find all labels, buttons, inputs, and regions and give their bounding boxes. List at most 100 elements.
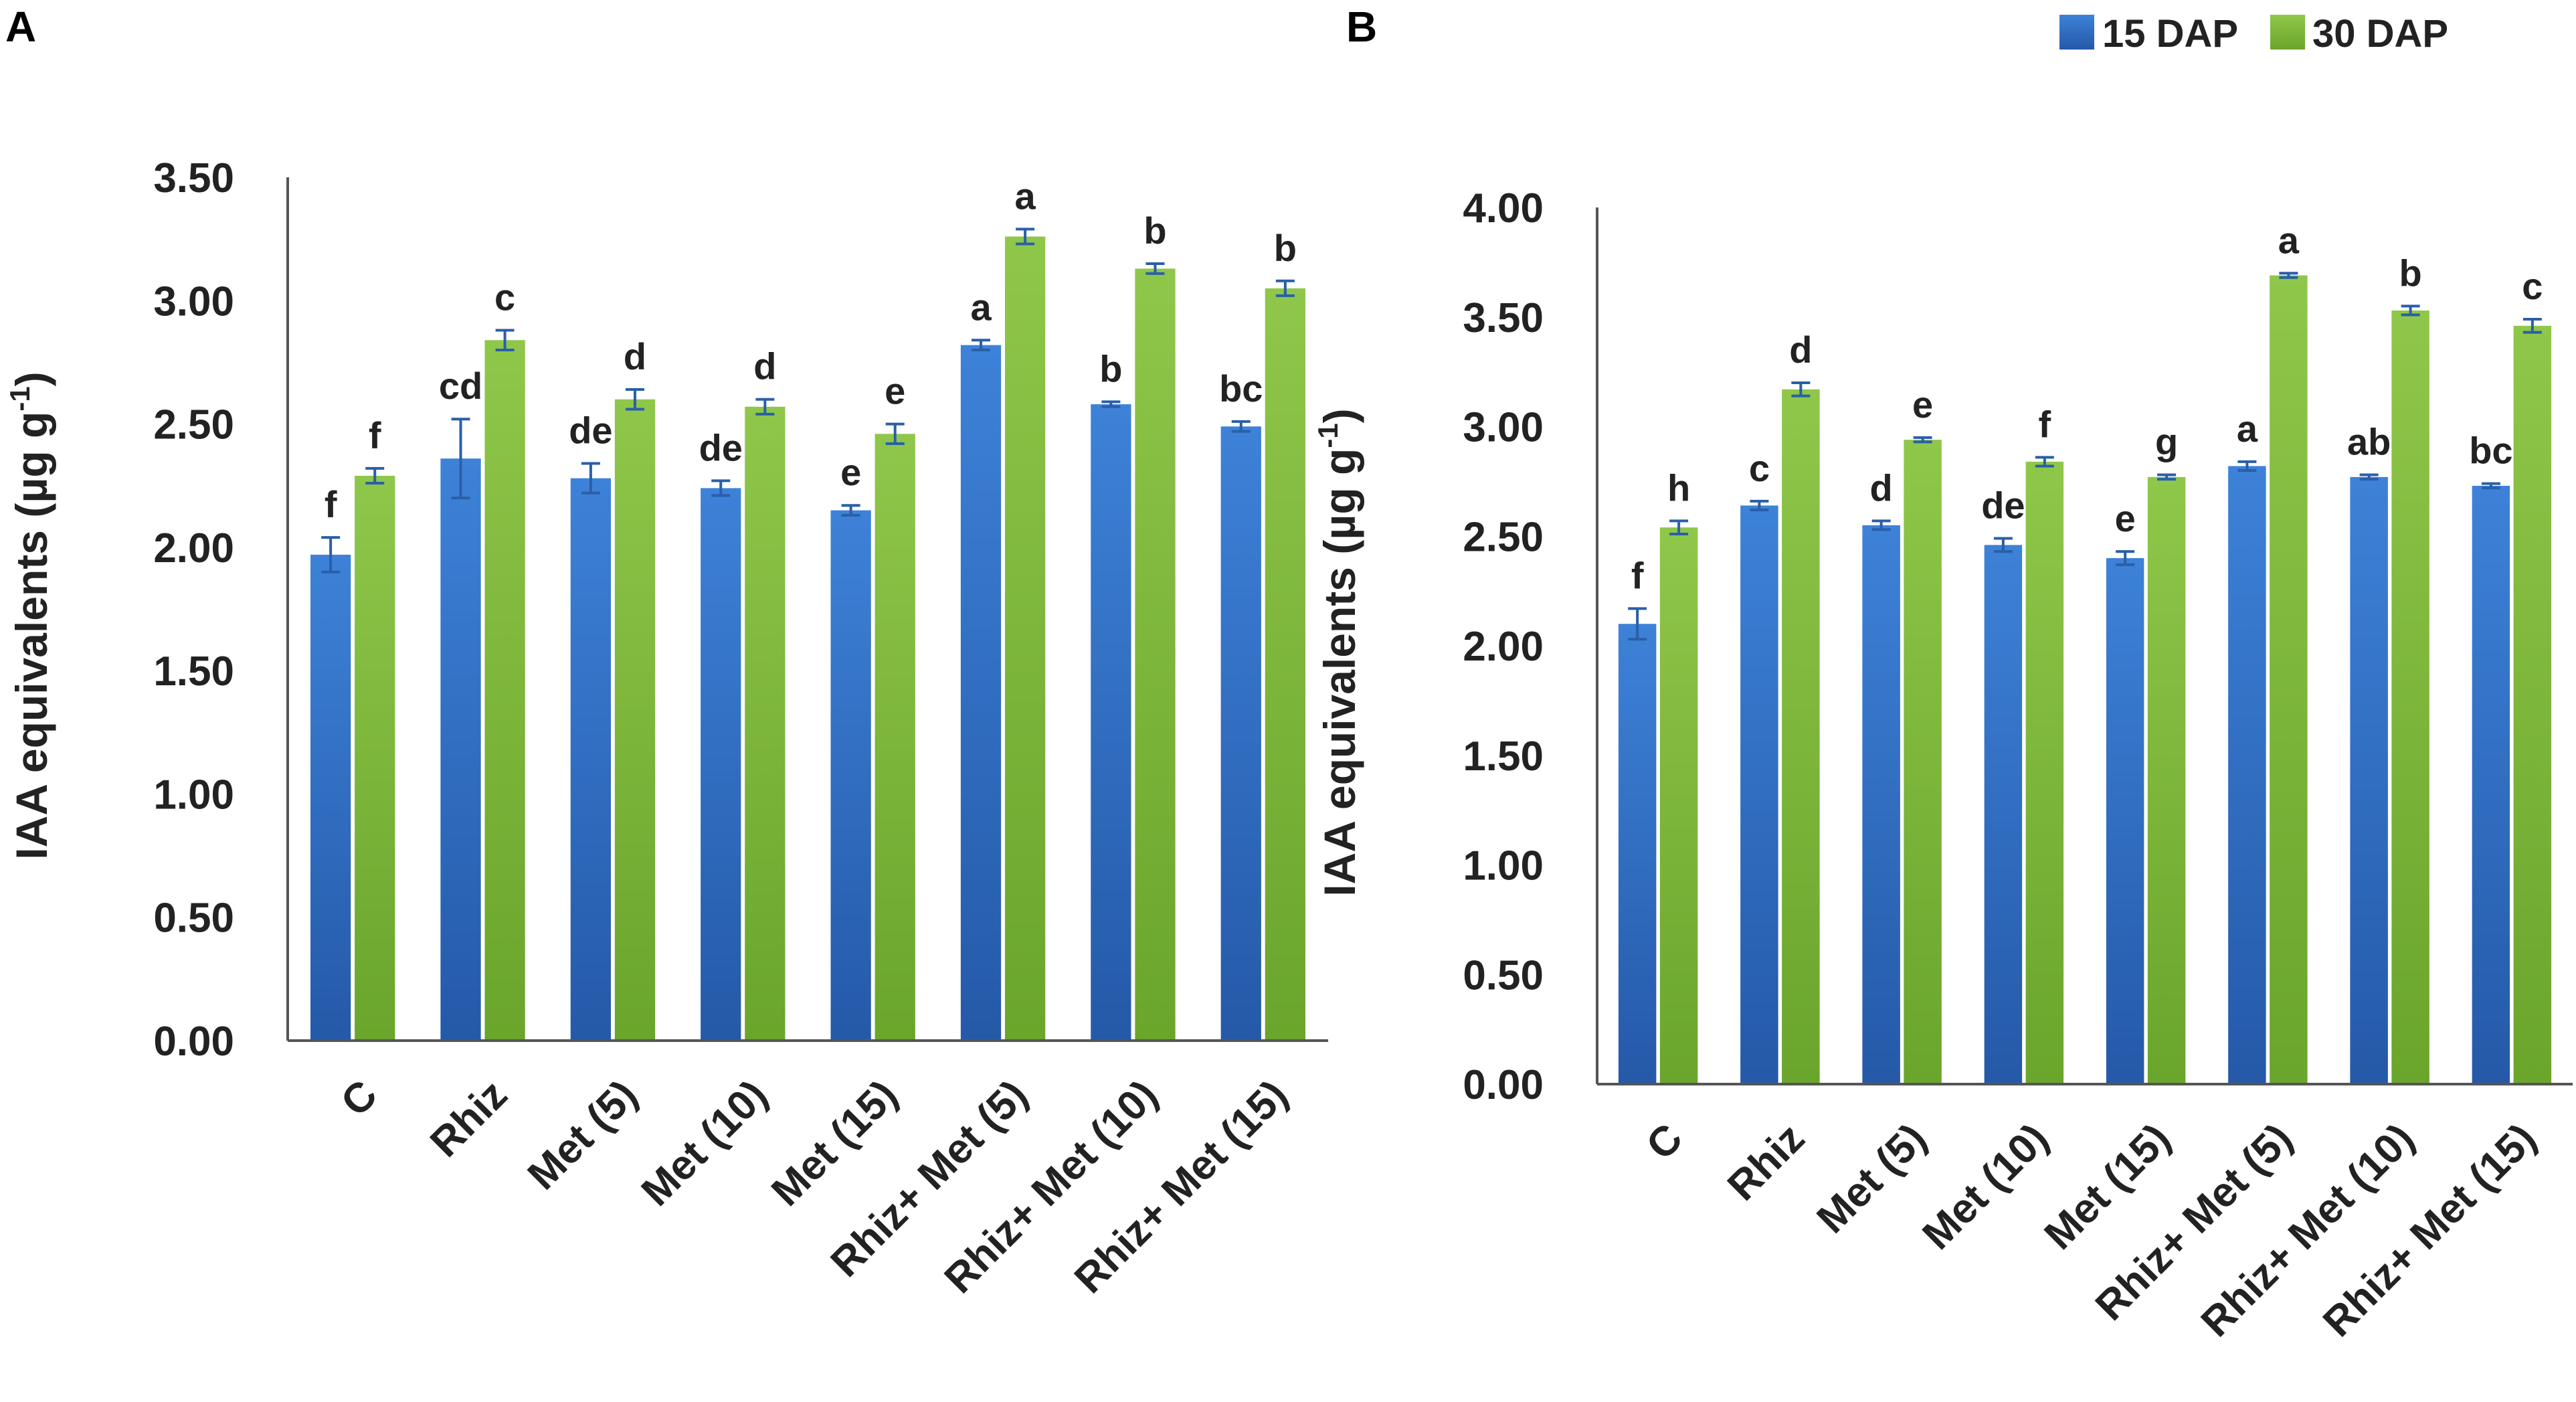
error-bar [625,387,644,411]
bar-30dap [745,406,786,1041]
error-bar [1275,279,1295,297]
significance-letter: a [970,286,992,328]
significance-letter: d [1789,329,1812,371]
y-tick-label: 0.00 [153,1019,234,1065]
panel-label-b: B [1346,3,1377,51]
bar-15dap [1740,505,1778,1084]
significance-letter: c [2522,265,2543,307]
bar-15dap [2472,485,2510,1084]
significance-letter: e [1912,383,1933,426]
error-bar [2481,482,2500,490]
bar-15dap [960,345,1002,1041]
significance-letter: e [840,451,861,493]
x-tick-label: C [1638,1115,1691,1168]
y-tick-label: 1.00 [153,772,234,818]
legend-swatch-30dap [2270,15,2305,50]
bar-15dap [310,554,351,1041]
significance-letter: f [369,414,381,456]
significance-letter: d [753,345,776,387]
bar-15dap [440,458,481,1041]
y-tick-label: 1.00 [1463,843,1544,889]
error-bar [1628,607,1647,641]
significance-letter: e [2115,497,2136,539]
significance-letter: de [699,426,743,468]
bar-30dap [614,399,656,1041]
x-tick-label: Met (10) [1914,1115,2057,1258]
y-tick-label: 2.00 [153,525,234,572]
error-bar [2157,473,2177,481]
y-tick-label: 1.50 [153,648,234,695]
error-bar [321,536,341,574]
y-axis-title-b-sup: -1 [1312,423,1344,448]
significance-letter: g [2155,421,2178,463]
y-axis-title-b-main: IAA equivalents (µg g [1315,448,1364,897]
bar-15dap [1862,525,1900,1084]
y-axis-title-b: IAA equivalents (µg g-1) [1312,408,1364,896]
significance-letter: d [1870,466,1893,509]
bar-30dap [1265,288,1305,1041]
error-bar [2116,550,2135,566]
y-axis-title-a-main: IAA equivalents (µg g [7,412,56,860]
significance-letter: bc [1219,367,1263,410]
significance-letter: e [885,370,905,412]
error-bar [2359,473,2379,481]
error-bar [1913,436,1932,444]
significance-letter: b [1143,209,1166,252]
error-bar [581,462,600,495]
bar-15dap [830,510,871,1041]
bar-15dap [570,478,612,1041]
error-bar [1750,499,1769,511]
bar-30dap [1135,268,1176,1041]
significance-letter: de [569,410,612,452]
x-tick-label: Rhiz+ Met (15) [2314,1115,2545,1346]
significance-letter: ab [2347,421,2391,463]
significance-letter: a [1015,175,1036,217]
y-ticks-a: 0.00 0.50 1.00 1.50 2.00 2.50 3.00 3.50 [153,155,234,1065]
error-bars-b [1628,272,2542,641]
bar-15dap [1984,545,2023,1084]
y-tick-label: 2.50 [153,402,234,448]
legend: 15 DAP 30 DAP [2059,12,2448,56]
significance-letter: c [494,276,515,319]
y-tick-label: 3.00 [1463,405,1544,451]
x-tick-label: Met (10) [633,1071,776,1215]
bar-15dap [2228,466,2266,1084]
y-tick-label: 3.00 [153,278,234,325]
y-tick-label: 0.50 [153,895,234,942]
y-tick-label: 3.50 [1463,295,1544,341]
y-tick-label: 0.50 [1463,952,1544,998]
error-bar [885,422,905,446]
bar-30dap [1904,440,1942,1084]
error-bar [2401,304,2420,317]
bar-15dap [701,488,741,1041]
error-bar [2035,456,2054,468]
error-bar [1231,420,1251,433]
bar-15dap [1220,426,1261,1041]
significance-letter: f [325,483,337,525]
significance-letter: de [1981,485,2025,527]
bar-30dap [2391,310,2429,1084]
y-tick-label: 2.00 [1463,624,1544,670]
significance-letter: d [624,335,646,377]
x-tick-label: Rhiz [422,1071,516,1166]
significance-letter: c [1749,447,1770,489]
error-bar [365,466,385,485]
error-bar [1669,519,1689,535]
error-bar [1993,537,2013,553]
bar-30dap [2270,275,2308,1084]
error-bar [841,504,860,517]
error-bar [495,329,515,351]
x-tick-labels-a: C Rhiz Met (5)Met (10)Met (15)Rhiz+ Met (5… [333,1071,1297,1302]
x-tick-label: Rhiz [1719,1115,1813,1209]
x-tick-label: Rhiz+ Met (10) [2193,1115,2423,1346]
significance-letter: b [1274,227,1297,269]
bars-b [1618,275,2552,1085]
error-bar [755,398,775,416]
x-tick-label: C [333,1071,386,1125]
error-bar [1016,228,1035,246]
bar-30dap [1659,527,1698,1084]
error-bars-a [321,228,1295,574]
